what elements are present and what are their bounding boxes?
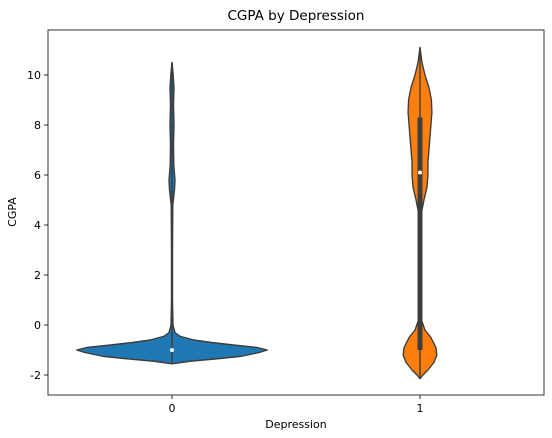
violin-median-1 bbox=[418, 170, 422, 175]
y-tick-label: -2 bbox=[30, 369, 41, 382]
y-tick-label: 2 bbox=[34, 269, 41, 282]
y-axis-label: CGPA bbox=[6, 197, 19, 227]
y-tick-label: 4 bbox=[34, 219, 41, 232]
y-axis: -2 0 2 4 6 8 10 bbox=[27, 69, 48, 382]
chart-title: CGPA by Depression bbox=[227, 8, 364, 24]
y-tick-label: 0 bbox=[34, 319, 41, 332]
y-tick-label: 10 bbox=[27, 69, 41, 82]
y-tick-label: 6 bbox=[34, 169, 41, 182]
violin-median-0 bbox=[170, 348, 174, 352]
y-tick-label: 8 bbox=[34, 119, 41, 132]
x-tick-label: 1 bbox=[417, 402, 424, 415]
plot-frame bbox=[47, 29, 545, 396]
x-tick-label: 0 bbox=[169, 402, 176, 415]
x-axis-label: Depression bbox=[265, 418, 327, 431]
violins-layer bbox=[76, 46, 438, 380]
